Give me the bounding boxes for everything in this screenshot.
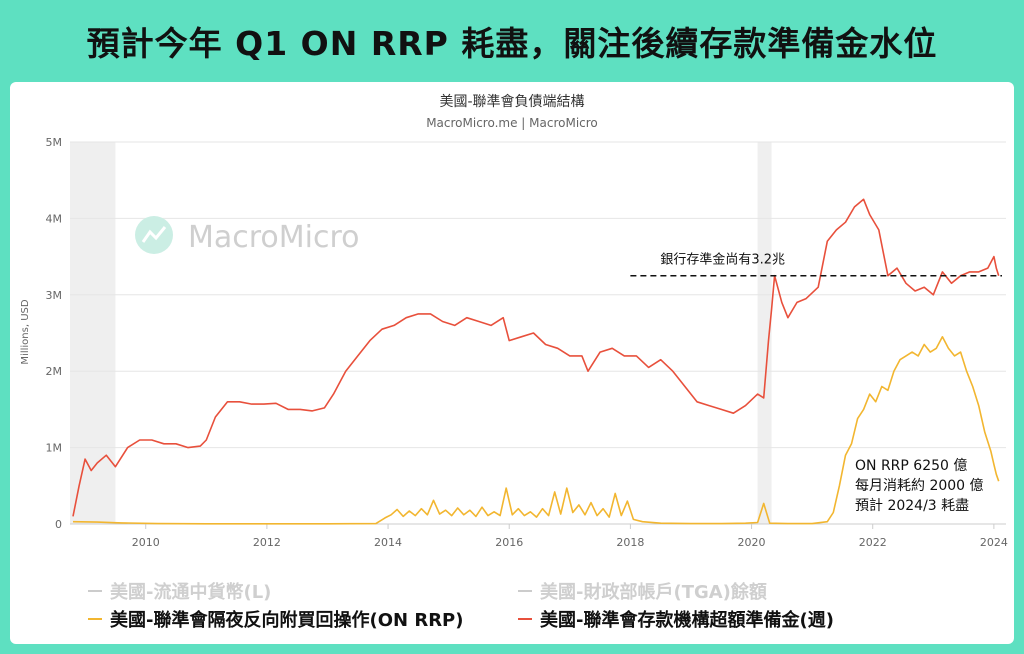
watermark: MacroMicro xyxy=(135,216,360,255)
series-line-2 xyxy=(72,336,1000,525)
y-axis-label: Millions, USD xyxy=(20,299,31,364)
x-tick-label-2: 2014 xyxy=(374,536,402,549)
legend-label-tga: 美國-財政部帳戶(TGA)餘額 xyxy=(540,582,767,603)
banner: 預計今年 Q1 ON RRP 耗盡，關注後續存款準備金水位 xyxy=(0,0,1024,82)
legend-swatch-on-rrp xyxy=(88,618,102,620)
y-tick-label-1: 1M xyxy=(46,442,63,455)
legend-swatch-tga xyxy=(518,590,532,592)
y-tick-label-5: 5M xyxy=(46,136,63,149)
x-tick-label-3: 2016 xyxy=(495,536,523,549)
legend-item-reserves[interactable]: 美國-聯準會存款機構超額準備金(週) xyxy=(518,606,834,632)
y-tick-label-0: 0 xyxy=(55,518,62,531)
recession-band-1 xyxy=(757,142,772,524)
y-tick-label-2: 2M xyxy=(46,365,63,378)
x-tick-label-6: 2022 xyxy=(859,536,887,549)
x-tick-label-7: 2024 xyxy=(980,536,1008,549)
legend-item-tga[interactable]: 美國-財政部帳戶(TGA)餘額 xyxy=(518,578,767,604)
legend-label-on-rrp: 美國-聯準會隔夜反向附買回操作(ON RRP) xyxy=(110,610,464,631)
series-layer xyxy=(72,198,1000,525)
rrp-note-line-1: ON RRP 6250 億 xyxy=(855,458,967,474)
legend-swatch-currency xyxy=(88,590,102,592)
x-tick-label-1: 2012 xyxy=(253,536,281,549)
axis-layer: 0 1M 2M 3M 4M 5M 2010 2012 2014 2016 2018 2020 2022 2… xyxy=(46,136,1008,549)
recession-layer xyxy=(70,142,772,524)
y-tick-label-4: 4M xyxy=(46,212,63,225)
x-tick-label-4: 2018 xyxy=(616,536,644,549)
legend-swatch-reserves xyxy=(518,618,532,620)
recession-band-0 xyxy=(70,142,116,524)
rrp-note-line-2: 每月消耗約 2000 億 xyxy=(855,478,984,494)
series-line-3 xyxy=(72,198,1000,517)
legend-label-currency: 美國-流通中貨幣(L) xyxy=(110,582,272,603)
rrp-note-line-3: 預計 2024/3 耗盡 xyxy=(855,498,969,514)
legend-label-reserves: 美國-聯準會存款機構超額準備金(週) xyxy=(540,610,834,631)
reserve-annotation-text: 銀行存準金尚有3.2兆 xyxy=(660,252,785,268)
chart-card: 美國-聯準會負債端結構 MacroMicro.me | MacroMicro M… xyxy=(10,82,1014,644)
watermark-text: MacroMicro xyxy=(188,220,360,255)
x-tick-label-5: 2020 xyxy=(738,536,766,549)
banner-title: 預計今年 Q1 ON RRP 耗盡，關注後續存款準備金水位 xyxy=(86,24,938,63)
y-tick-label-3: 3M xyxy=(46,289,63,302)
chart-subtitle: MacroMicro.me | MacroMicro xyxy=(426,116,598,130)
legend-item-currency[interactable]: 美國-流通中貨幣(L) xyxy=(88,578,271,604)
legend-item-on-rrp[interactable]: 美國-聯準會隔夜反向附買回操作(ON RRP) xyxy=(88,606,463,632)
chart-svg: 美國-聯準會負債端結構 MacroMicro.me | MacroMicro M… xyxy=(20,94,1008,549)
annotation-layer: 銀行存準金尚有3.2兆 ON RRP 6250 億 每月消耗約 2000 億 預… xyxy=(630,252,1002,514)
x-tick-label-0: 2010 xyxy=(132,536,160,549)
logo-chart-icon xyxy=(141,226,167,243)
chart-title: 美國-聯準會負債端結構 xyxy=(439,94,584,110)
